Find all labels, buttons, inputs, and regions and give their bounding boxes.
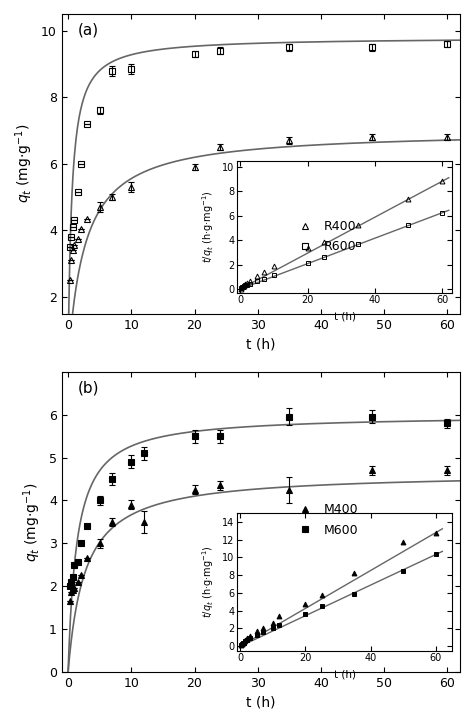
Y-axis label: $q_t$ (mg·g$^{-1}$): $q_t$ (mg·g$^{-1}$) (22, 482, 43, 562)
Y-axis label: $q_t$ (mg·g$^{-1}$): $q_t$ (mg·g$^{-1}$) (14, 124, 36, 203)
Text: (b): (b) (78, 381, 99, 396)
X-axis label: t (h): t (h) (246, 695, 276, 709)
X-axis label: t (h): t (h) (246, 337, 276, 351)
Legend: M400, M600: M400, M600 (287, 498, 363, 542)
Legend: R400, R600: R400, R600 (287, 215, 361, 259)
Text: (a): (a) (78, 23, 99, 38)
